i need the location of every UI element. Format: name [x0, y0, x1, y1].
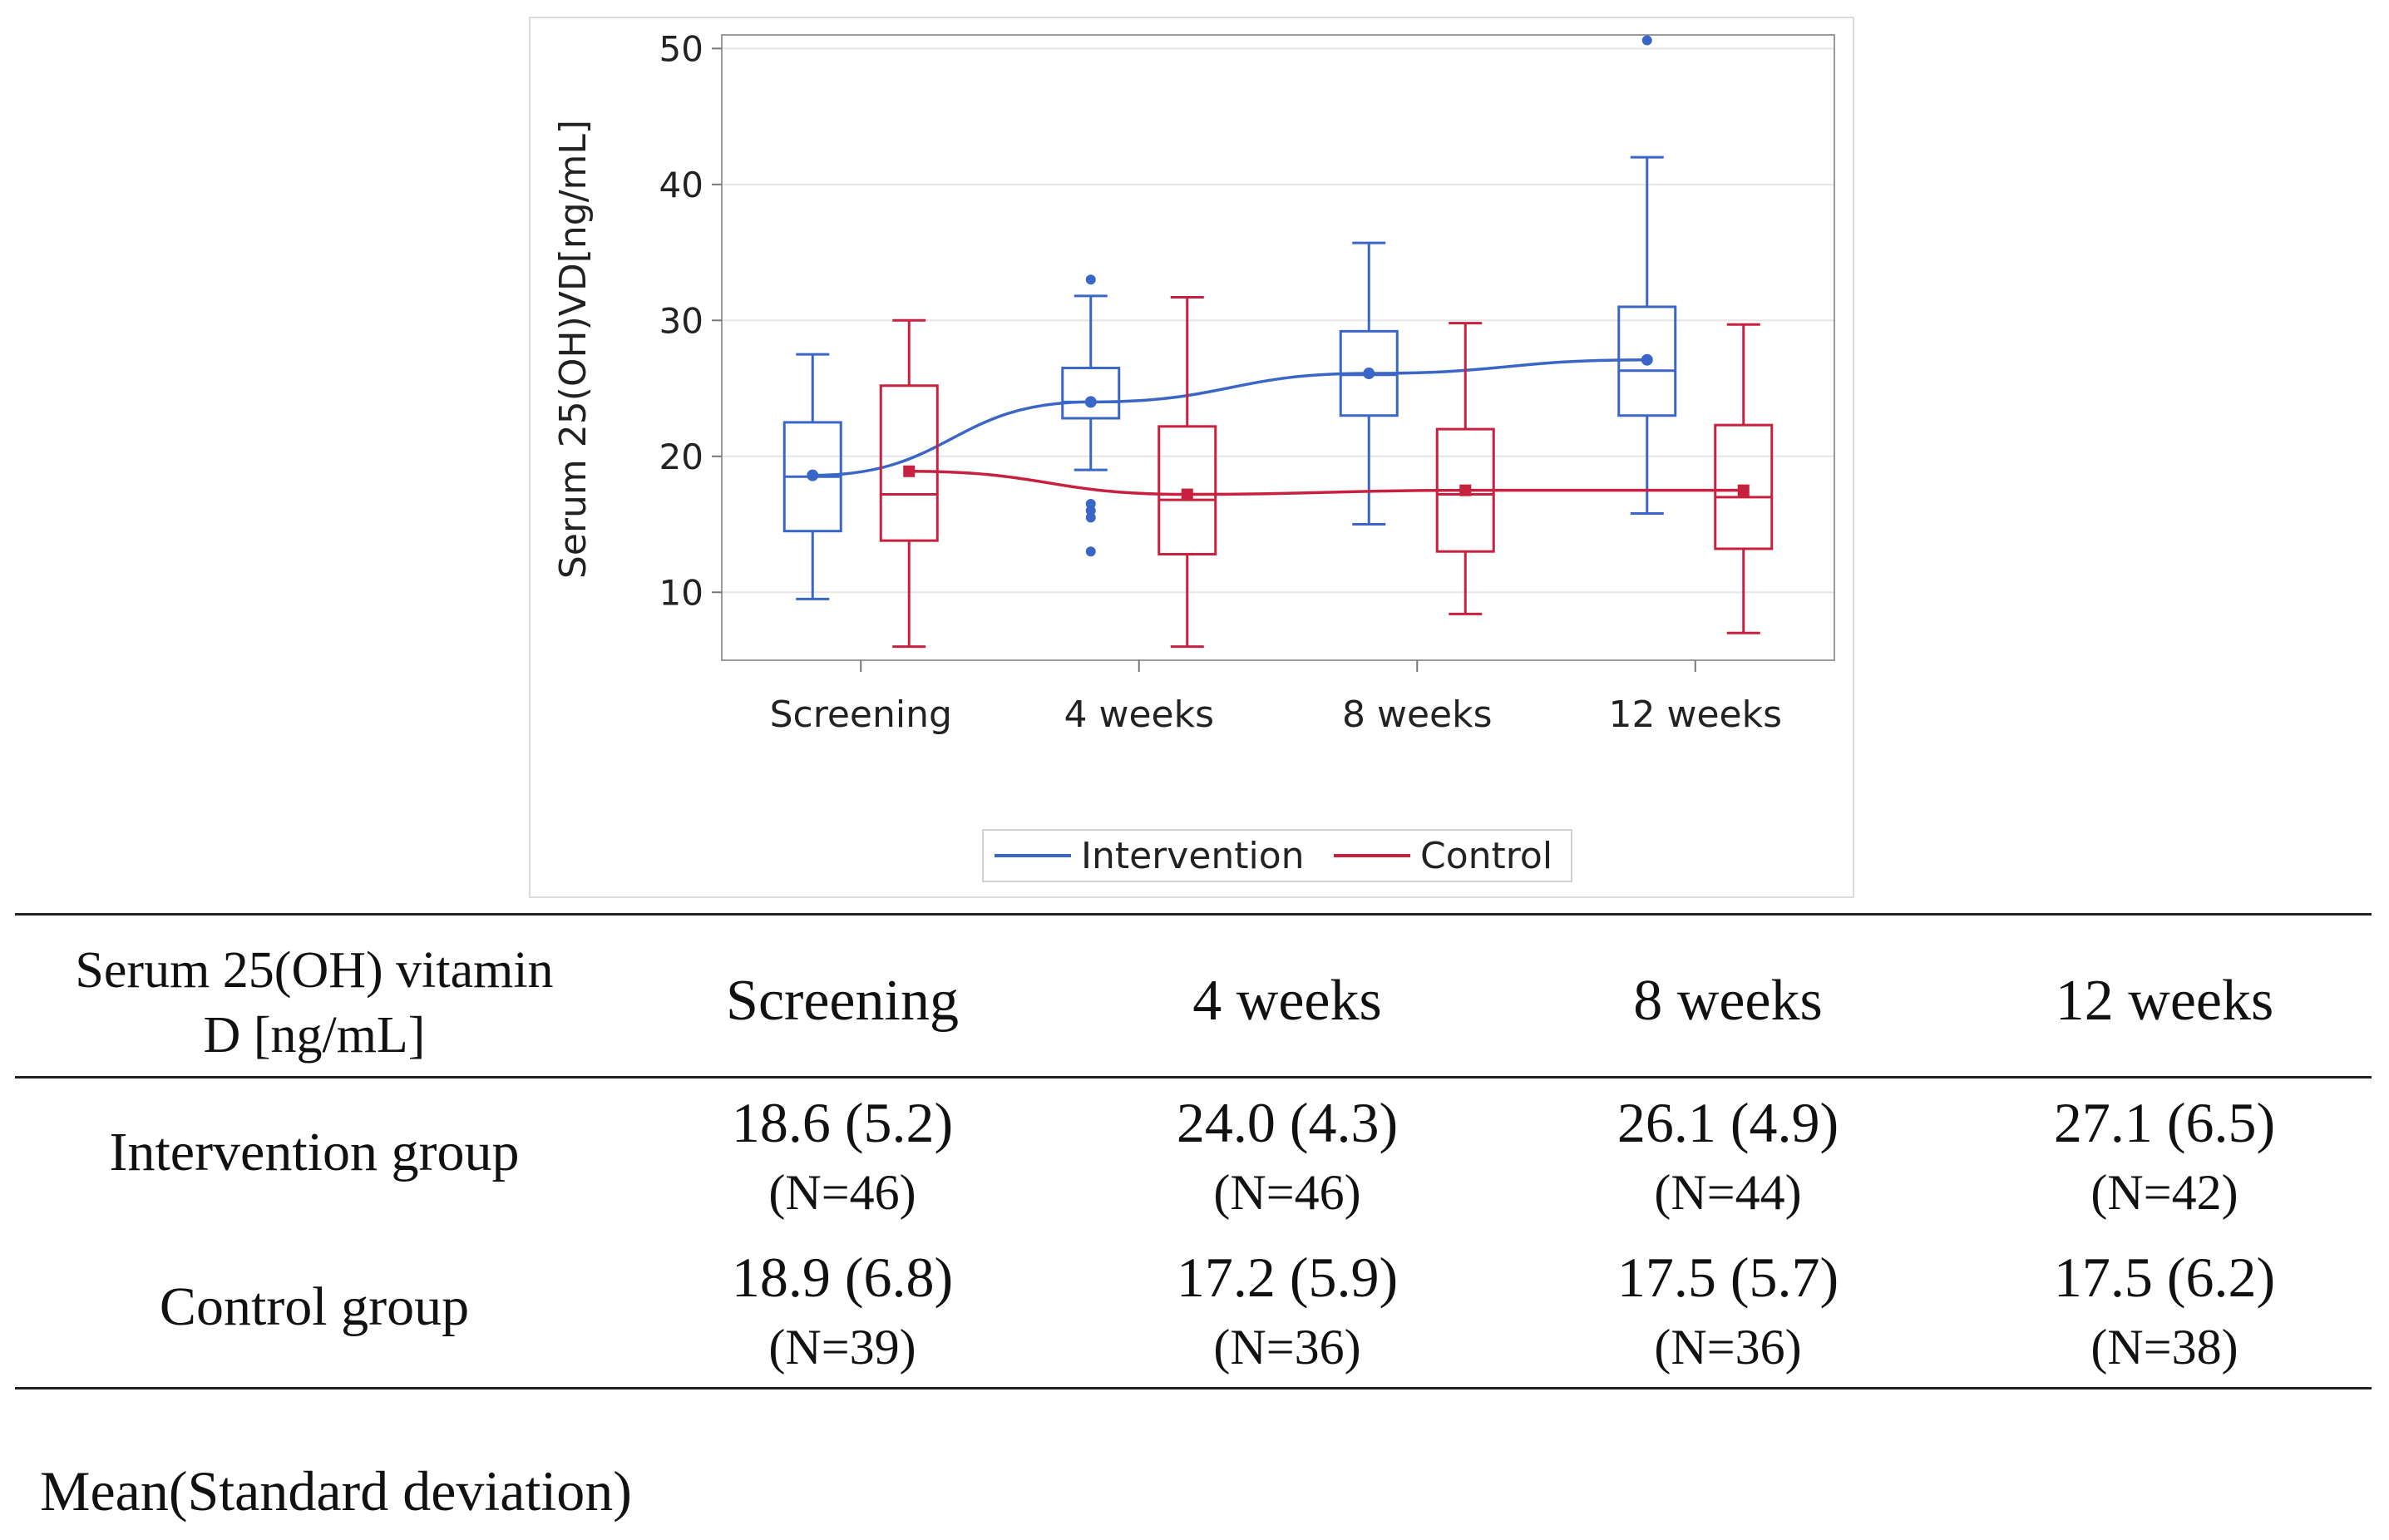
table-bottom-rule: [15, 1387, 2372, 1389]
table-cell: 26.1 (4.9) (N=44): [1499, 1086, 1957, 1226]
y-tick-label: 10: [659, 572, 703, 613]
legend-label: Intervention: [1081, 835, 1305, 877]
row-label-intervention: Intervention group: [109, 1122, 520, 1182]
y-tick-label: 30: [659, 300, 703, 341]
col-header-4-weeks: 4 weeks: [1192, 969, 1382, 1033]
cell-value: 24.0 (4.3): [1176, 1091, 1399, 1154]
x-tick-label: 8 weeks: [1342, 693, 1493, 736]
header-label-line1: Serum 25(OH) vitamin: [75, 942, 554, 999]
box: [879, 384, 939, 542]
cell-n: (N=38): [2090, 1320, 2238, 1375]
legend-box: [982, 829, 1572, 882]
y-tick-label: 50: [659, 28, 703, 69]
x-tick-label: Screening: [770, 693, 952, 736]
table-top-rule: [15, 913, 2372, 916]
cell-n: (N=42): [2090, 1165, 2238, 1220]
mean-marker: [807, 469, 819, 481]
table-cell: 24.0 (4.3) (N=46): [1059, 1086, 1516, 1226]
outlier-point: [1085, 274, 1096, 285]
cell-n: (N=39): [768, 1320, 916, 1375]
cell-n: (N=46): [768, 1165, 916, 1220]
table-cell: 18.9 (6.8) (N=39): [614, 1241, 1071, 1380]
x-tick-label: 4 weeks: [1064, 693, 1214, 736]
mean-marker: [1737, 484, 1750, 496]
chart-frame: [529, 17, 1854, 898]
mean-marker: [1641, 353, 1653, 366]
y-tick-label: 40: [659, 165, 703, 205]
col-header-8-weeks: 8 weeks: [1633, 969, 1823, 1033]
series-control: [879, 296, 1774, 649]
cell-value: 27.1 (6.5): [2053, 1091, 2276, 1154]
outlier-point: [1085, 546, 1096, 557]
cell-value: 17.5 (6.2): [2053, 1246, 2276, 1309]
footnote: Mean(Standard deviation): [40, 1459, 632, 1523]
cell-n: (N=46): [1213, 1165, 1361, 1220]
cell-value: 26.1 (4.9): [1617, 1091, 1839, 1154]
legend-label: Control: [1420, 835, 1552, 877]
table-cell: 27.1 (6.5) (N=42): [1936, 1086, 2389, 1226]
box: [1061, 367, 1121, 420]
cell-n: (N=44): [1654, 1165, 1802, 1220]
mean-marker: [1459, 484, 1472, 496]
plot-area: [721, 34, 1835, 661]
y-axis-label: Serum 25(OH)VD[ng/mL]: [552, 120, 595, 579]
x-tick-label: 12 weeks: [1608, 693, 1782, 736]
col-header-screening: Screening: [726, 969, 959, 1033]
row-label-control: Control group: [159, 1276, 470, 1337]
table-cell: 17.5 (5.7) (N=36): [1499, 1241, 1957, 1380]
table-cell: 17.2 (5.9) (N=36): [1059, 1241, 1516, 1380]
y-tick-label: 20: [659, 437, 703, 477]
boxplot-chart: 10 20 30 40 50 Screening 4 weeks 8 weeks 12 wee…: [552, 28, 1835, 882]
cell-value: 17.2 (5.9): [1176, 1246, 1399, 1309]
cell-value: 18.9 (6.8): [731, 1246, 954, 1309]
legend: Intervention Control: [982, 829, 1572, 882]
mean-marker: [1181, 488, 1193, 501]
mean-marker: [903, 465, 916, 477]
cell-n: (N=36): [1654, 1320, 1802, 1375]
box: [1157, 425, 1217, 555]
box: [1714, 423, 1774, 550]
col-header-12-weeks: 12 weeks: [2055, 969, 2274, 1033]
mean-line: [909, 470, 1744, 496]
header-label-line2: D [ng/mL]: [203, 1007, 426, 1064]
outlier-point: [1085, 512, 1096, 523]
table-header-rule: [15, 1076, 2372, 1078]
outlier-point: [1641, 35, 1652, 46]
series-intervention: [782, 35, 1677, 600]
mean-line: [812, 358, 1647, 477]
mean-marker: [1084, 396, 1097, 408]
table-header-label: Serum 25(OH) vitamin D [ng/mL]: [15, 938, 614, 1068]
mean-marker: [1363, 368, 1375, 380]
cell-value: 17.5 (5.7): [1617, 1246, 1839, 1309]
table-cell: 18.6 (5.2) (N=46): [614, 1086, 1071, 1226]
table-cell: 17.5 (6.2) (N=38): [1936, 1241, 2389, 1380]
cell-value: 18.6 (5.2): [731, 1091, 954, 1154]
cell-n: (N=36): [1213, 1320, 1361, 1375]
